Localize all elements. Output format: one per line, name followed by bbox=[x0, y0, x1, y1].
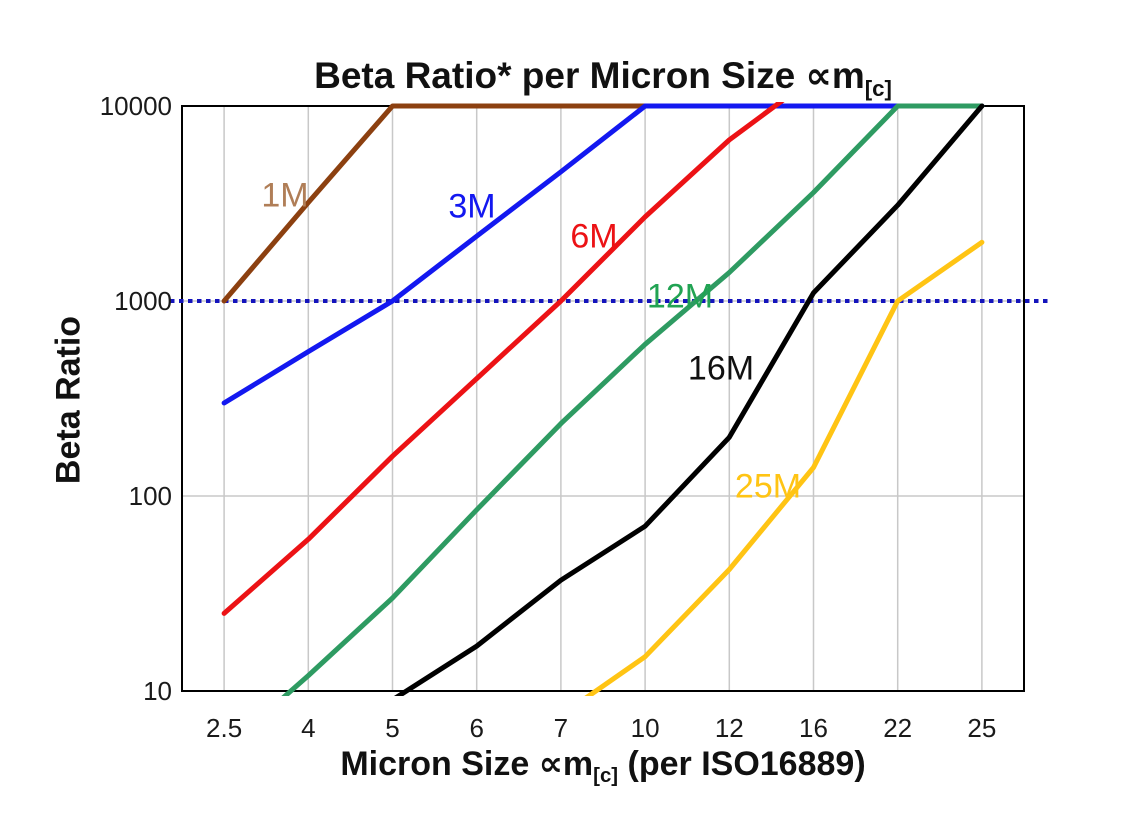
series-line-3M bbox=[221, 103, 985, 406]
x-tick-label-2.5: 2.5 bbox=[206, 713, 243, 743]
x-tick-label-4: 4 bbox=[301, 713, 316, 743]
series-line-6M bbox=[221, 102, 785, 616]
series-label-6M: 6M bbox=[570, 217, 618, 256]
x-tick-label-16: 16 bbox=[799, 713, 828, 743]
y-tick-label-10000: 10000 bbox=[99, 91, 172, 121]
series-label-25M: 25M bbox=[734, 467, 802, 506]
y-tick-label-10: 10 bbox=[143, 676, 172, 706]
chart-title-symbol: ∝m bbox=[805, 55, 865, 96]
y-tick-label-100: 100 bbox=[128, 481, 172, 511]
series-label-12M: 12M bbox=[646, 277, 714, 316]
chart-title-subscript: [c] bbox=[864, 75, 892, 101]
series-line-25M bbox=[584, 239, 985, 696]
series-line-16M bbox=[393, 103, 985, 696]
x-tick-label-22: 22 bbox=[883, 713, 913, 743]
x-axis-title: Micron Size ∝m[c] (per ISO16889) bbox=[340, 745, 866, 787]
chart-title-text: Beta Ratio* per Micron Size bbox=[314, 55, 806, 96]
x-axis-title-subscript: [c] bbox=[593, 764, 619, 787]
x-tick-label-5: 5 bbox=[385, 713, 400, 743]
series-label-16M: 16M bbox=[687, 349, 755, 388]
x-axis-title-symbol: ∝m bbox=[538, 745, 594, 783]
y-tick-label-1000: 1000 bbox=[114, 286, 172, 316]
x-tick-label-12: 12 bbox=[714, 713, 744, 743]
x-tick-label-6: 6 bbox=[469, 713, 484, 743]
series-label-3M: 3M bbox=[448, 187, 496, 226]
x-tick-label-25: 25 bbox=[967, 713, 997, 743]
x-tick-label-10: 10 bbox=[630, 713, 660, 743]
x-tick-label-7: 7 bbox=[553, 713, 569, 743]
series-line-12M bbox=[281, 103, 985, 696]
series-label-1M: 1M bbox=[261, 176, 309, 215]
chart-title: Beta Ratio* per Micron Size ∝m[c] bbox=[182, 54, 1024, 101]
